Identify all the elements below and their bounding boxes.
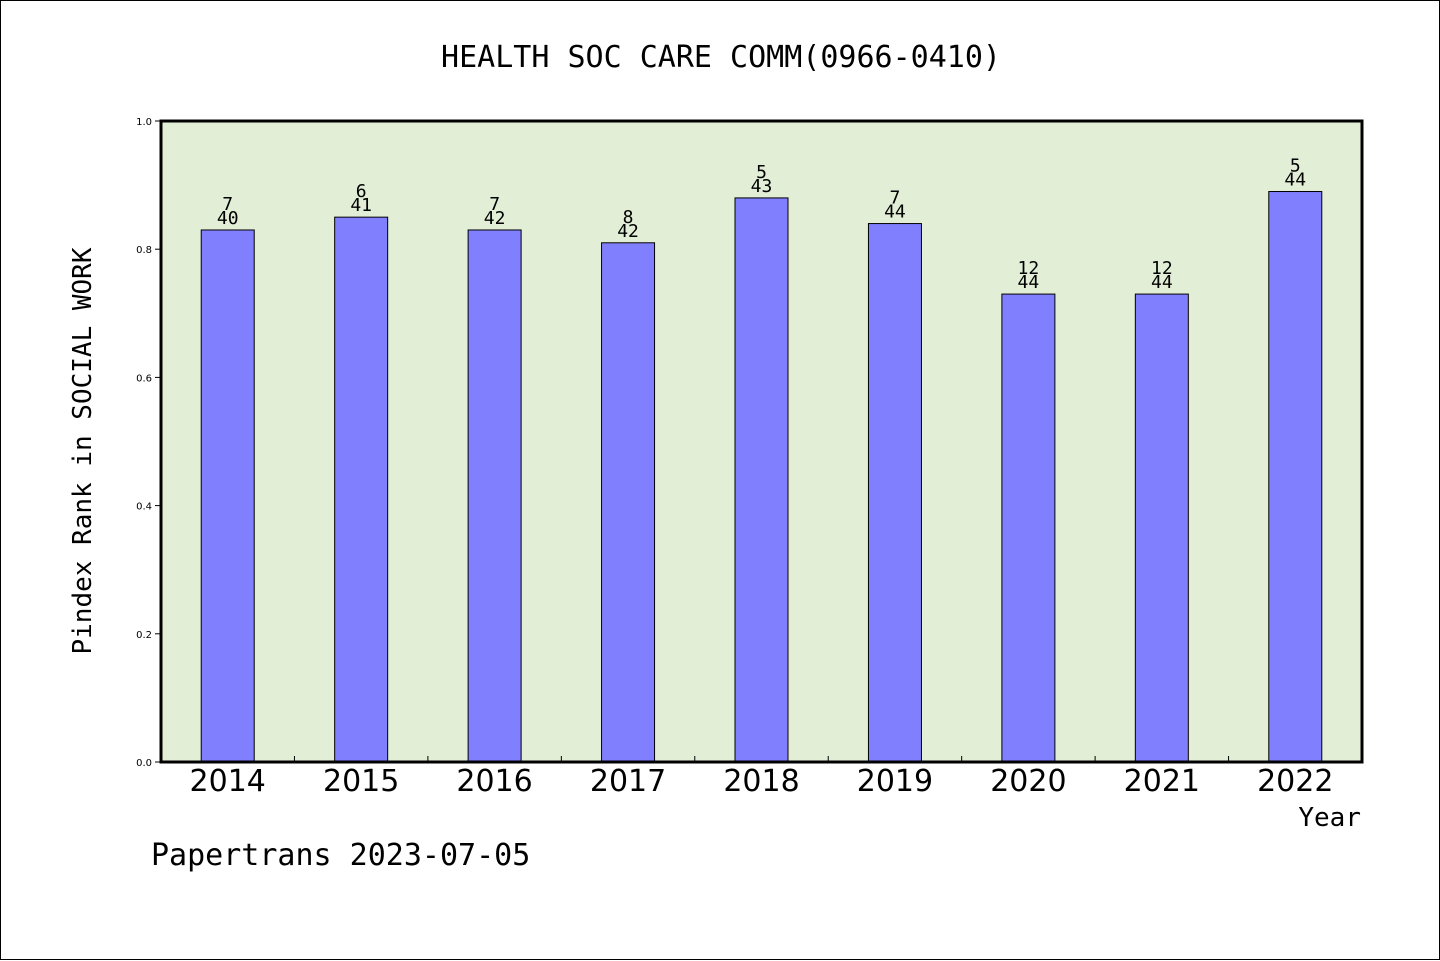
bar bbox=[334, 216, 389, 763]
x-tick-label: 2017 bbox=[590, 764, 666, 799]
bar bbox=[1001, 293, 1056, 763]
x-tick-label: 2020 bbox=[990, 764, 1066, 799]
bar bbox=[601, 242, 656, 763]
bar-total-label: 42 bbox=[617, 221, 639, 242]
x-tick-label: 2014 bbox=[190, 764, 266, 799]
bar-rank-label: 7 bbox=[890, 188, 901, 209]
y-tick-label: 1.0 bbox=[136, 117, 152, 128]
x-axis-label: Year bbox=[1298, 803, 1361, 833]
chart-title: HEALTH SOC CARE COMM(0966-0410) bbox=[441, 40, 1001, 75]
bar bbox=[1268, 191, 1323, 763]
bars-layer bbox=[200, 191, 1323, 763]
y-axis-label: Pindex Rank in SOCIAL WORK bbox=[68, 247, 98, 654]
bar-rank-label: 12 bbox=[1151, 258, 1173, 279]
bar-rank-label: 8 bbox=[623, 207, 634, 228]
bar-total-label: 44 bbox=[1284, 170, 1306, 191]
bar-rank-label: 5 bbox=[756, 162, 767, 183]
bar-total-label: 40 bbox=[217, 208, 239, 229]
bar bbox=[1134, 293, 1189, 763]
plot-frame bbox=[159, 119, 1364, 764]
bar-total-label: 44 bbox=[884, 202, 906, 223]
y-tick-label: 0.8 bbox=[136, 245, 152, 256]
bar-total-label: 41 bbox=[350, 195, 372, 216]
bar bbox=[200, 229, 255, 763]
bar bbox=[734, 197, 789, 763]
bar-rank-label: 6 bbox=[356, 181, 367, 202]
bar-total-label: 42 bbox=[484, 208, 506, 229]
bar-total-label: 44 bbox=[1151, 272, 1173, 293]
y-axis: 0.0 0.2 0.4 0.6 0.8 1.0 bbox=[136, 117, 161, 769]
x-tick-label: 2019 bbox=[857, 764, 933, 799]
y-tick-label: 0.4 bbox=[136, 502, 152, 513]
x-tick-label: 2021 bbox=[1124, 764, 1200, 799]
y-tick-label: 0.6 bbox=[136, 373, 152, 384]
bar-rank-label: 7 bbox=[489, 194, 500, 215]
bar-rank-label: 7 bbox=[222, 194, 233, 215]
bar bbox=[867, 223, 922, 763]
x-axis: 2014 2015 2016 2017 2018 2019 2020 2021 2022 bbox=[190, 756, 1333, 799]
bar-total-label: 43 bbox=[751, 176, 773, 197]
bar-rank-label: 12 bbox=[1018, 258, 1040, 279]
bar-total-label: 44 bbox=[1018, 272, 1040, 293]
y-tick-label: 0.2 bbox=[136, 630, 152, 641]
x-tick-label: 2018 bbox=[723, 764, 799, 799]
y-tick-label: 0.0 bbox=[136, 758, 152, 769]
bar bbox=[467, 229, 522, 763]
bar-rank-label: 5 bbox=[1290, 156, 1301, 177]
x-tick-label: 2016 bbox=[456, 764, 532, 799]
x-tick-label: 2022 bbox=[1257, 764, 1333, 799]
footer-credit: Papertrans 2023-07-05 bbox=[151, 838, 530, 873]
x-tick-label: 2015 bbox=[323, 764, 399, 799]
